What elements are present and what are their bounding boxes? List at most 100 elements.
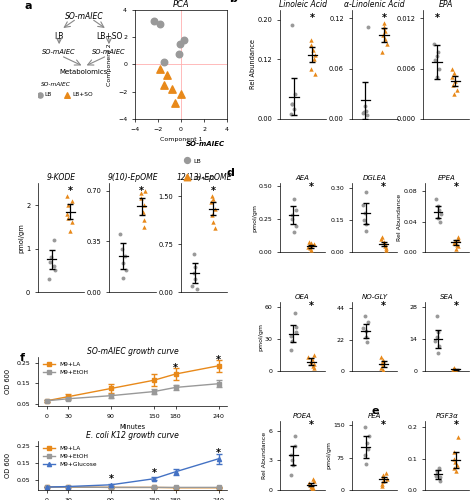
Point	[307, 66, 315, 74]
Text: SO-mAIEC: SO-mAIEC	[41, 82, 71, 86]
Point	[377, 236, 385, 244]
Point	[437, 476, 444, 484]
Point	[210, 218, 217, 226]
Point	[310, 240, 318, 248]
Point	[175, 50, 182, 58]
Text: *: *	[435, 13, 439, 23]
Point	[287, 332, 295, 340]
Text: *: *	[381, 420, 386, 430]
Point	[308, 246, 315, 254]
Text: *: *	[381, 182, 386, 192]
Point	[362, 188, 370, 196]
Point	[51, 266, 59, 274]
Point	[383, 475, 390, 483]
Point	[437, 474, 444, 482]
Text: LB+SO: LB+SO	[96, 32, 122, 41]
Point	[307, 483, 315, 491]
Point	[64, 91, 71, 99]
Point	[137, 194, 145, 202]
Point	[211, 205, 219, 213]
Point	[449, 73, 456, 81]
Text: Metabolomics: Metabolomics	[60, 69, 108, 75]
Point	[383, 468, 390, 476]
Text: LB: LB	[55, 32, 64, 41]
Point	[359, 324, 367, 332]
Text: *: *	[173, 363, 178, 373]
Point	[433, 73, 441, 81]
Point	[288, 456, 295, 464]
Point	[454, 461, 461, 469]
Point	[291, 228, 298, 236]
Point	[208, 212, 216, 220]
Point	[66, 227, 74, 235]
Point	[360, 109, 367, 117]
Point	[362, 460, 370, 468]
Point	[433, 470, 441, 478]
Point	[292, 322, 300, 330]
Point	[119, 259, 127, 267]
Point	[310, 56, 318, 64]
Point	[452, 366, 460, 374]
Point	[64, 214, 72, 222]
Point	[288, 100, 295, 108]
Y-axis label: OD 600: OD 600	[5, 452, 11, 478]
Point	[381, 27, 389, 35]
Point	[292, 328, 300, 336]
Title: AEA: AEA	[295, 176, 310, 182]
Point	[176, 40, 183, 48]
Point	[361, 210, 369, 218]
Point	[64, 192, 71, 200]
Point	[140, 201, 147, 209]
Title: E. coli K12 growth curve: E. coli K12 growth curve	[86, 431, 179, 440]
Point	[288, 21, 295, 29]
Point	[288, 452, 295, 460]
Point	[435, 206, 443, 214]
Point	[304, 354, 312, 362]
Point	[64, 201, 72, 209]
Point	[451, 90, 458, 98]
Point	[190, 250, 198, 258]
Point	[191, 269, 198, 277]
Point	[378, 358, 385, 366]
Point	[208, 198, 215, 206]
Y-axis label: Rel Abundance: Rel Abundance	[397, 194, 402, 242]
Title: PEA: PEA	[368, 413, 382, 419]
Point	[310, 360, 318, 368]
Point	[292, 442, 299, 450]
Point	[362, 220, 370, 228]
Text: e: e	[371, 406, 379, 415]
Point	[362, 327, 370, 335]
Text: *: *	[309, 301, 314, 311]
Point	[211, 224, 219, 232]
Point	[139, 208, 147, 216]
Text: *: *	[453, 420, 458, 430]
Title: POEA: POEA	[293, 413, 312, 419]
Point	[436, 464, 443, 472]
Point	[452, 244, 460, 252]
Text: a: a	[24, 2, 32, 12]
Title: Linoleic Acid: Linoleic Acid	[279, 0, 327, 9]
Point	[453, 467, 460, 475]
Point	[210, 196, 217, 203]
Point	[454, 234, 462, 242]
Point	[141, 186, 148, 194]
Point	[451, 458, 458, 466]
Point	[46, 258, 54, 266]
Point	[381, 242, 389, 250]
Point	[291, 432, 299, 440]
Point	[381, 36, 388, 44]
Point	[119, 274, 127, 281]
Point	[383, 246, 390, 254]
Text: SO-mAIEC: SO-mAIEC	[185, 142, 225, 148]
Point	[362, 102, 369, 110]
Point	[360, 216, 367, 224]
Point	[208, 192, 216, 200]
Point	[310, 364, 318, 372]
Point	[434, 328, 442, 336]
Point	[450, 69, 458, 77]
Point	[310, 351, 318, 359]
Point	[453, 86, 461, 94]
Point	[378, 48, 386, 56]
Point	[450, 364, 458, 372]
Text: b: b	[229, 0, 237, 4]
